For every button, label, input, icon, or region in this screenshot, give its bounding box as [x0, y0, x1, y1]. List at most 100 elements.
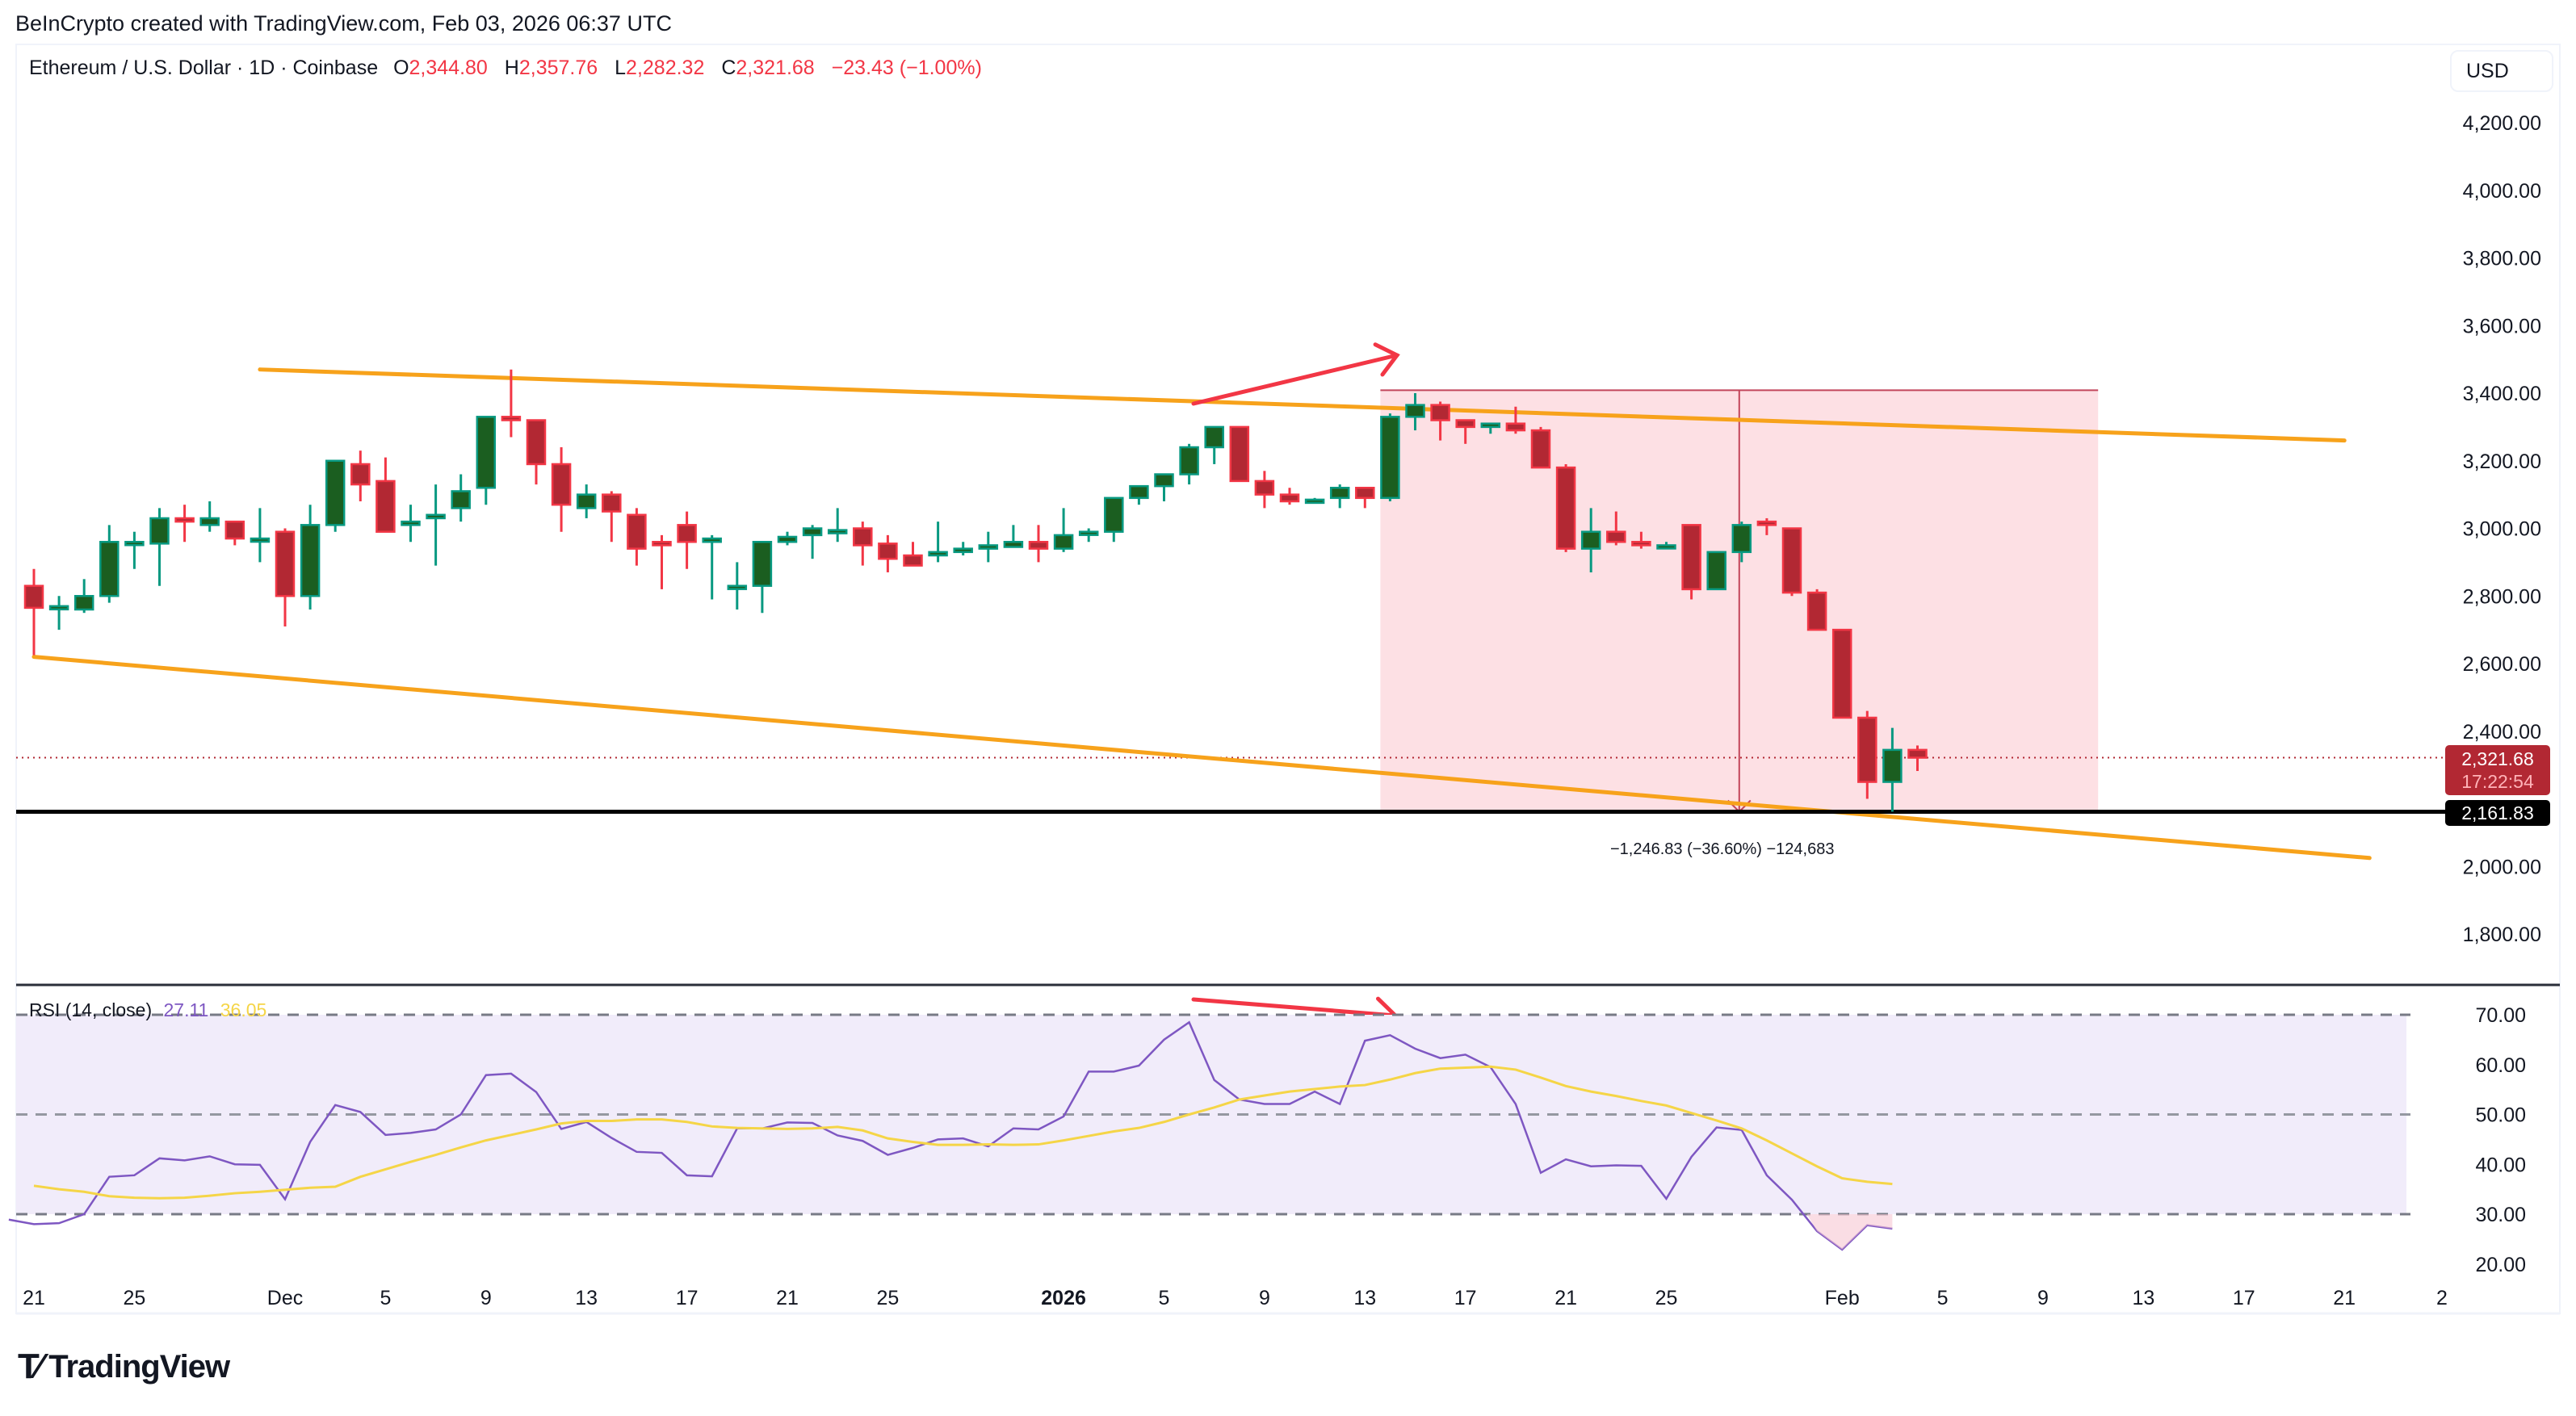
last-price-tag: 2,321.68 17:22:54 — [2445, 745, 2550, 795]
candle-up — [300, 524, 321, 597]
candle-down — [903, 554, 923, 567]
time-axis-label: 21 — [776, 1287, 799, 1309]
time-axis-label: 2026 — [1041, 1287, 1086, 1309]
time-axis-label: 2 — [2436, 1287, 2448, 1309]
time-axis-label: 5 — [1159, 1287, 1170, 1309]
time-axis-label: 5 — [380, 1287, 391, 1309]
trendlines[interactable] — [16, 367, 2447, 861]
candle-down — [677, 524, 697, 543]
time-axis-label: 17 — [1454, 1287, 1477, 1309]
rsi-axis-label: 50.00 — [2475, 1104, 2526, 1127]
candle-up — [1204, 425, 1224, 449]
last-price: 2,321.68 — [2461, 748, 2534, 769]
candle-up — [1329, 487, 1350, 500]
candle-down — [1756, 520, 1777, 526]
time-axis-label: 13 — [2132, 1287, 2154, 1309]
time-axis-label: 17 — [2233, 1287, 2255, 1309]
candle-up — [325, 459, 346, 526]
candle-down — [1555, 466, 1576, 550]
price-axis-label: 4,000.00 — [2463, 180, 2541, 203]
time-axis-label: 9 — [1259, 1287, 1270, 1309]
candle-up — [1656, 544, 1676, 550]
candle-down — [1831, 628, 1852, 719]
candle-up — [1731, 524, 1752, 554]
candle-down — [1028, 541, 1049, 550]
candle-down — [1857, 716, 1877, 783]
candle-down — [526, 419, 547, 466]
ohlc-low: L2,282.32 — [615, 57, 705, 79]
candle-down — [853, 527, 873, 547]
chart-caption: BeInCrypto created with TradingView.com,… — [15, 11, 672, 36]
time-axis-label: 13 — [1353, 1287, 1376, 1309]
candle-down — [350, 463, 371, 486]
price-axis-label: 2,400.00 — [2463, 721, 2541, 744]
price-range-zone[interactable] — [1380, 389, 2099, 813]
candle-down — [1229, 425, 1250, 483]
rsi-line — [8, 1020, 1893, 1251]
candle-up — [1580, 530, 1601, 550]
price-axis-label: 1,800.00 — [2463, 924, 2541, 946]
currency-button[interactable]: USD — [2450, 50, 2553, 92]
candle-up — [1706, 551, 1726, 591]
candle-up — [48, 605, 69, 611]
time-axis-label: 21 — [1554, 1287, 1577, 1309]
price-axis-label: 2,800.00 — [2463, 585, 2541, 608]
candle-up — [727, 584, 748, 590]
candle-down — [375, 480, 396, 533]
time-axis-label: 21 — [23, 1287, 45, 1309]
candle-down — [1781, 527, 1802, 594]
candle-up — [1129, 484, 1149, 500]
candle-down — [1505, 422, 1526, 432]
candle-up — [978, 544, 999, 550]
candle-up — [1003, 541, 1024, 548]
candle-up — [73, 595, 94, 611]
time-axis-label: Feb — [1825, 1287, 1860, 1309]
candle-down — [602, 493, 622, 513]
logo-text: TradingView — [48, 1348, 230, 1385]
ohlc-high: H2,357.76 — [504, 57, 598, 79]
candle-down — [652, 541, 672, 547]
candle-down — [1631, 541, 1651, 547]
price-axis-label: 4,200.00 — [2463, 112, 2541, 135]
candle-up — [426, 513, 446, 520]
candle-up — [99, 541, 120, 597]
candle-down — [1907, 748, 1928, 759]
time-axis-label: 17 — [676, 1287, 699, 1309]
arrow-head-icon — [1373, 342, 1400, 377]
rsi-ma-value: 36.05 — [220, 999, 267, 1020]
descending-channel-lower — [31, 655, 2372, 861]
rsi-ma-line — [33, 1065, 1893, 1200]
ohlc-close: C2,321.68 — [721, 57, 815, 79]
rsi-pane — [8, 983, 2560, 1251]
candle-down — [627, 513, 647, 550]
ohlc-open: O2,344.80 — [393, 57, 488, 79]
time-axis-label: 5 — [1937, 1287, 1949, 1309]
time-axis-label: 21 — [2333, 1287, 2356, 1309]
price-axis-label: 3,600.00 — [2463, 315, 2541, 337]
time-axis-label: Dec — [267, 1287, 303, 1309]
candle-down — [1254, 480, 1275, 496]
time-axis-label: 25 — [1655, 1287, 1678, 1309]
time-axis-label: 13 — [575, 1287, 598, 1309]
axes: 4,200.00 4,000.00 3,800.00 3,600.00 3,400.00… — [16, 112, 2560, 1315]
higher-high-arrow — [1191, 353, 1399, 406]
candle-up — [1480, 422, 1501, 429]
price-axis-label: 3,400.00 — [2463, 383, 2541, 405]
support-price-tag: 2,161.83 — [2445, 800, 2550, 826]
candle-down — [1530, 429, 1551, 469]
rsi-axis-label: 20.00 — [2475, 1254, 2526, 1276]
candle-up — [451, 490, 471, 509]
candle-up — [1882, 748, 1903, 783]
candle-down — [1606, 530, 1626, 543]
time-axis-label: 25 — [123, 1287, 145, 1309]
candle-down — [1355, 487, 1375, 500]
time-axis-label: 9 — [2037, 1287, 2049, 1309]
tradingview-logo[interactable]: T⁄ TradingView — [18, 1347, 230, 1387]
candle-up — [777, 535, 798, 543]
candle-up — [928, 551, 948, 557]
candle-up — [1078, 530, 1099, 536]
price-axis-label: 3,800.00 — [2463, 248, 2541, 270]
lower-high-rsi-arrow — [1191, 997, 1398, 1018]
time-axis-label: 25 — [876, 1287, 899, 1309]
